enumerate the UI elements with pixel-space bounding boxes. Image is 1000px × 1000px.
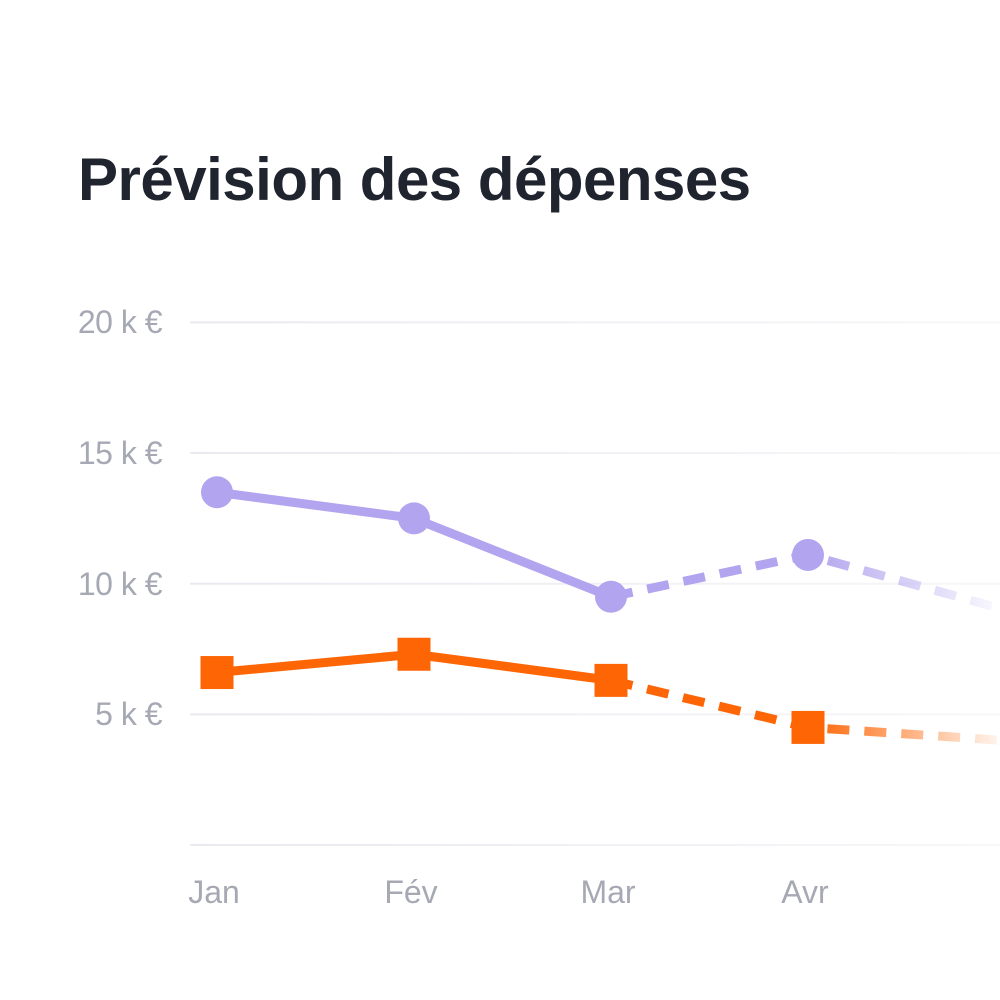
marker-purple-mar xyxy=(595,580,627,613)
y-tick-label-20k: 20 k € xyxy=(77,304,163,341)
marker-orange-avr xyxy=(791,710,825,744)
marker-orange-mar xyxy=(594,663,628,697)
x-tick-label-avr: Avr xyxy=(781,874,829,910)
y-tick-label-5k: 5 k € xyxy=(95,696,162,733)
y-tick-label-15k: 15 k € xyxy=(77,435,163,472)
marker-purple-avr xyxy=(792,538,824,571)
x-tick-label-jan: Jan xyxy=(188,874,240,910)
marker-purple-fév xyxy=(398,502,430,535)
marker-orange-jan xyxy=(200,656,234,690)
x-tick-label-mar: Mar xyxy=(580,874,636,910)
marker-purple-jan xyxy=(201,476,233,509)
y-tick-label-10k: 10 k € xyxy=(77,565,163,602)
marker-orange-fév xyxy=(397,637,431,671)
x-tick-label-fév: Fév xyxy=(384,874,438,910)
chart-title: Prévision des dépenses xyxy=(78,146,751,213)
